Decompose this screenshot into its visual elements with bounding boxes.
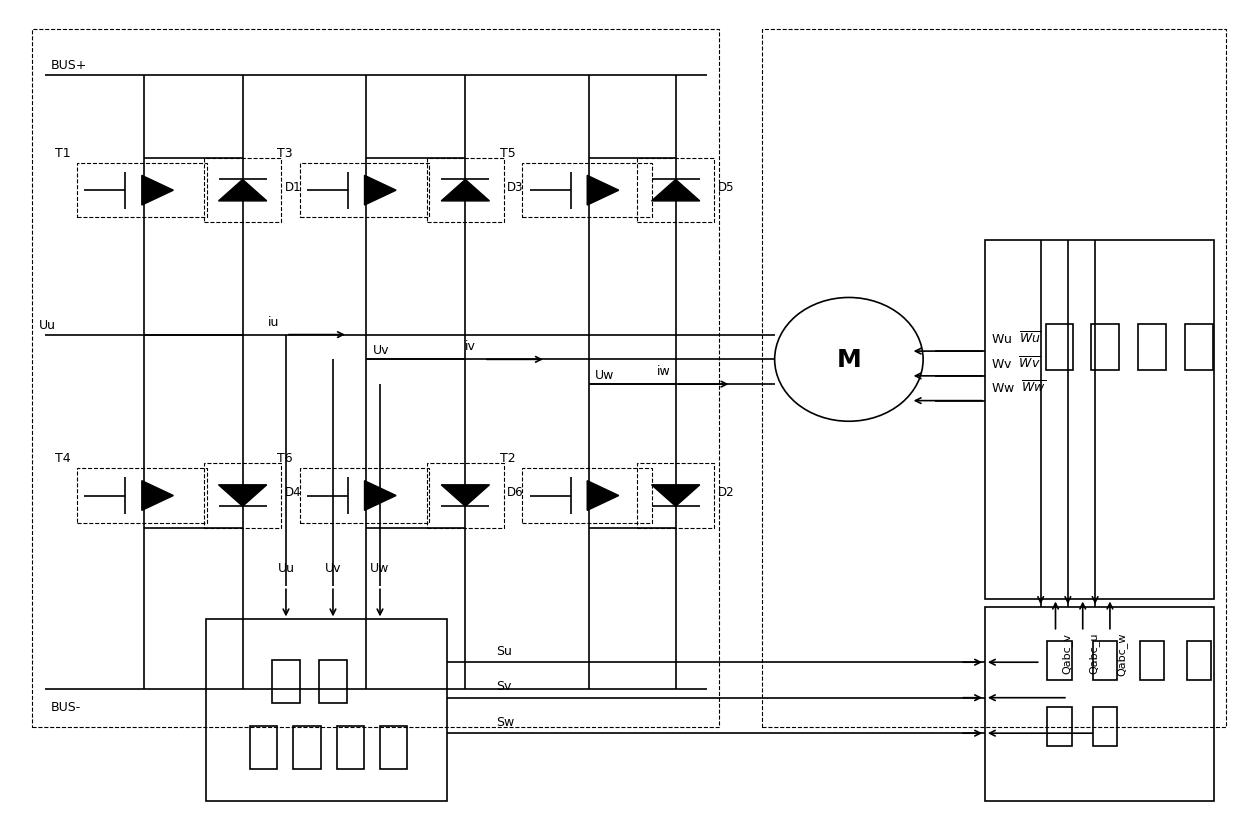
Text: D5: D5: [718, 180, 734, 194]
Text: iv: iv: [465, 340, 476, 353]
Text: T4: T4: [55, 452, 71, 464]
Text: T6: T6: [278, 452, 293, 464]
Bar: [427, 159, 503, 223]
Polygon shape: [588, 481, 619, 511]
Polygon shape: [141, 176, 174, 206]
Text: Uu: Uu: [38, 318, 56, 332]
Text: iw: iw: [657, 365, 671, 378]
Text: Uv: Uv: [372, 343, 389, 356]
Bar: [77, 469, 207, 523]
Bar: [1047, 641, 1071, 681]
Text: Wu  $\overline{Wu}$: Wu $\overline{Wu}$: [991, 330, 1042, 347]
Bar: [1047, 707, 1071, 747]
Text: BUS-: BUS-: [51, 700, 81, 713]
Bar: [206, 619, 446, 801]
Bar: [637, 159, 714, 223]
Text: D6: D6: [507, 485, 523, 499]
Text: Sv: Sv: [496, 680, 512, 692]
Bar: [763, 31, 1226, 727]
Polygon shape: [365, 481, 396, 511]
Bar: [1140, 641, 1164, 681]
Text: T2: T2: [500, 452, 516, 464]
Polygon shape: [588, 176, 619, 206]
Text: iu: iu: [268, 315, 279, 328]
Bar: [1091, 325, 1118, 370]
Text: Uw: Uw: [371, 562, 389, 574]
Bar: [985, 607, 1214, 801]
Polygon shape: [365, 176, 396, 206]
Text: Sw: Sw: [496, 715, 515, 728]
Bar: [250, 726, 278, 769]
Text: D2: D2: [718, 485, 734, 499]
Polygon shape: [141, 481, 174, 511]
Text: Qabc_v: Qabc_v: [1061, 632, 1073, 673]
Text: Qabc_w: Qabc_w: [1116, 632, 1127, 676]
Polygon shape: [651, 485, 699, 507]
Text: D1: D1: [284, 180, 301, 194]
Polygon shape: [218, 180, 267, 202]
Bar: [637, 464, 714, 528]
Text: Uv: Uv: [325, 562, 341, 574]
Text: M: M: [837, 348, 862, 372]
Bar: [1187, 641, 1211, 681]
Bar: [427, 464, 503, 528]
Text: T5: T5: [500, 146, 516, 160]
Polygon shape: [651, 180, 699, 202]
Bar: [1138, 325, 1166, 370]
Text: BUS+: BUS+: [51, 59, 87, 72]
Text: D4: D4: [284, 485, 301, 499]
Bar: [1092, 707, 1117, 747]
Bar: [337, 726, 363, 769]
Bar: [1045, 325, 1073, 370]
Text: Wv  $\overline{Wv}$: Wv $\overline{Wv}$: [991, 355, 1040, 371]
Bar: [300, 164, 429, 218]
Text: Su: Su: [496, 644, 512, 657]
Bar: [273, 660, 300, 703]
Bar: [32, 31, 719, 727]
Bar: [320, 660, 346, 703]
Text: Uu: Uu: [278, 562, 294, 574]
Bar: [205, 464, 281, 528]
Bar: [77, 164, 207, 218]
Polygon shape: [441, 180, 490, 202]
Text: T1: T1: [55, 146, 71, 160]
Polygon shape: [218, 485, 267, 507]
Bar: [294, 726, 321, 769]
Bar: [1185, 325, 1213, 370]
Bar: [985, 241, 1214, 599]
Polygon shape: [441, 485, 490, 507]
Bar: [379, 726, 407, 769]
Bar: [300, 469, 429, 523]
Text: Uw: Uw: [595, 368, 615, 381]
Text: Qabc_u: Qabc_u: [1089, 632, 1100, 673]
Text: T3: T3: [278, 146, 293, 160]
Bar: [522, 469, 652, 523]
Bar: [1092, 641, 1117, 681]
Text: D3: D3: [507, 180, 523, 194]
Bar: [205, 159, 281, 223]
Text: Ww  $\overline{Ww}$: Ww $\overline{Ww}$: [991, 380, 1047, 396]
Bar: [522, 164, 652, 218]
